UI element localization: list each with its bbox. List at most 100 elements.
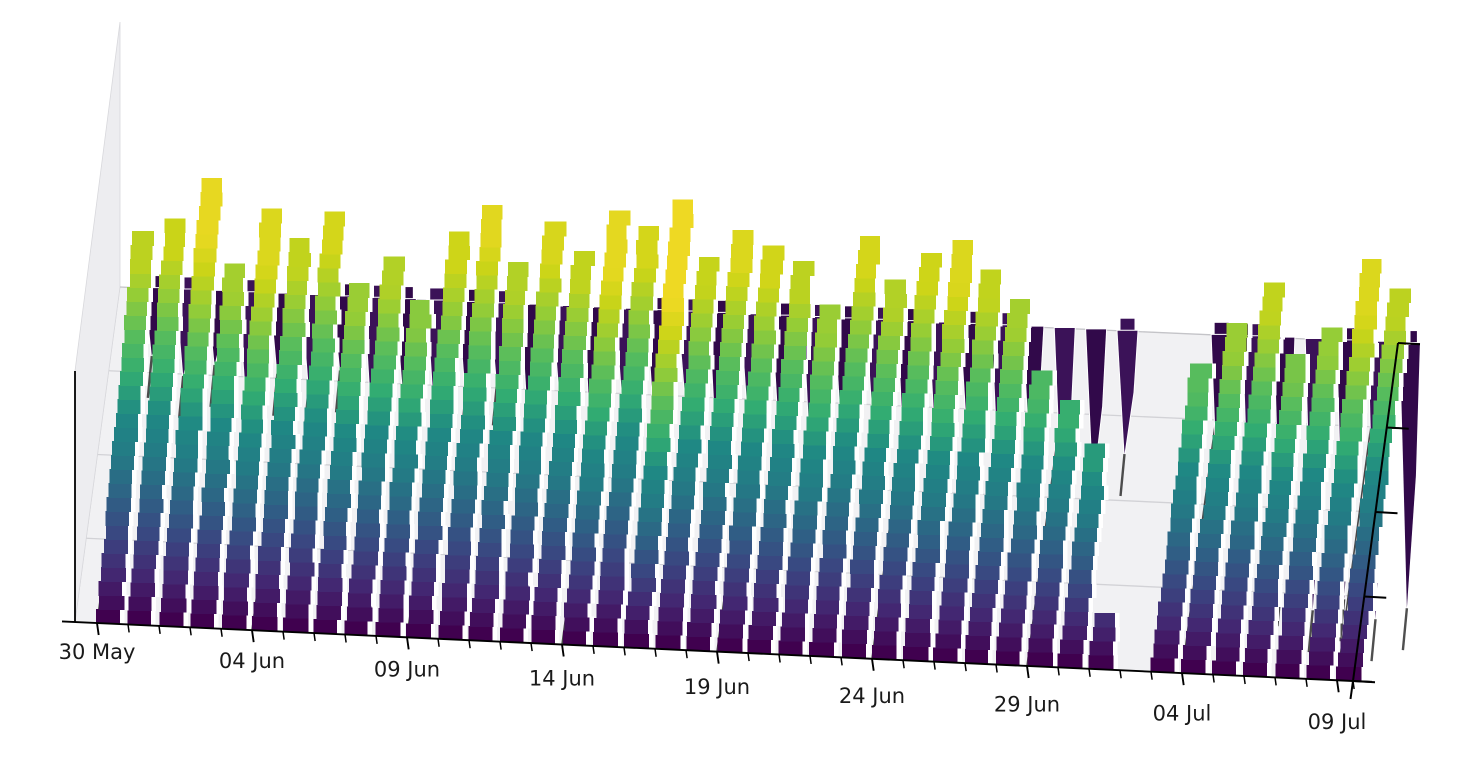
column-block (330, 451, 353, 466)
column-right-gap (726, 496, 732, 511)
column-block (1243, 662, 1268, 677)
column-right-gap (188, 555, 194, 571)
column-right-gap (537, 487, 542, 503)
column-block (723, 595, 748, 611)
column-block (698, 538, 722, 553)
column-right-gap (211, 289, 217, 305)
column-block (373, 354, 396, 370)
column-block (259, 222, 281, 238)
column-block (760, 259, 783, 275)
column-right-gap (144, 357, 149, 372)
column-block (196, 219, 219, 235)
column-right-gap (621, 294, 626, 310)
column-right-gap (1335, 636, 1340, 652)
column-right-gap (302, 336, 307, 351)
column-block (868, 419, 890, 435)
column-right-gap (351, 493, 356, 508)
column-right-gap (490, 344, 496, 360)
column-block (396, 425, 418, 441)
column-right-gap (1333, 650, 1339, 666)
column-block (241, 418, 264, 434)
column-right-gap (239, 347, 244, 363)
column-right-gap (1246, 337, 1252, 352)
column-right-gap (390, 410, 395, 426)
column-right-gap (783, 541, 788, 556)
column-right-gap (802, 373, 807, 388)
column-block (563, 335, 587, 350)
column-right-gap (657, 239, 662, 255)
column-right-gap (1363, 652, 1368, 668)
column-right-gap (778, 597, 784, 612)
column-block (471, 302, 494, 318)
column-right-gap (317, 505, 323, 521)
column-right-gap (875, 545, 880, 561)
column-right-gap (386, 438, 392, 454)
column-right-gap (404, 579, 410, 595)
column-right-gap (1362, 412, 1368, 428)
column-block (1064, 611, 1088, 627)
column-right-gap (202, 415, 207, 431)
column-right-gap (512, 430, 517, 445)
column-right-gap (1103, 457, 1108, 473)
column-right-gap (293, 420, 298, 435)
column-block (1218, 393, 1240, 408)
column-right-gap (792, 457, 797, 472)
column-right-gap (365, 311, 370, 326)
shadow-bar (1116, 329, 1139, 455)
column-block (251, 306, 273, 322)
column-block (233, 488, 258, 504)
column-right-gap (599, 504, 604, 520)
column-block (1389, 288, 1412, 304)
column-right-gap (497, 260, 503, 276)
column-right-gap (1091, 569, 1096, 585)
column-right-gap (397, 340, 403, 356)
column-right-gap (780, 273, 785, 289)
column-right-gap (1113, 654, 1118, 670)
column-right-gap (600, 490, 606, 506)
column-right-gap (1240, 379, 1245, 394)
column-block (1262, 296, 1283, 312)
column-right-gap (565, 545, 570, 560)
column-right-gap (1225, 505, 1230, 520)
column-block (617, 421, 640, 437)
column-block (226, 558, 251, 574)
column-right-gap (1247, 323, 1253, 338)
column-right-gap (351, 465, 357, 480)
column-block (149, 386, 172, 402)
column-right-gap (550, 375, 555, 391)
column-block (241, 404, 263, 420)
column-block (789, 289, 810, 304)
column-block (1177, 461, 1199, 477)
column-right-gap (159, 526, 164, 542)
column-block (778, 387, 800, 402)
column-block (883, 546, 908, 562)
column-right-gap (308, 617, 313, 633)
column-right-gap (523, 304, 529, 319)
column-right-gap (477, 470, 482, 486)
column-block (1278, 635, 1304, 651)
column-right-gap (1366, 384, 1372, 400)
column-right-gap (409, 509, 415, 525)
column-block (419, 497, 444, 513)
column-right-gap (268, 334, 274, 350)
column-block (903, 646, 929, 661)
column-block (1254, 578, 1278, 593)
column-block (748, 625, 773, 640)
column-block (193, 247, 217, 263)
column-right-gap (1082, 653, 1087, 669)
column-block (871, 644, 897, 660)
column-block (389, 495, 412, 511)
column-block (418, 511, 441, 527)
column-right-gap (837, 332, 842, 348)
column-right-gap (1062, 553, 1068, 569)
column-block (1040, 539, 1064, 555)
column-right-gap (664, 493, 669, 509)
column-right-gap (681, 325, 687, 341)
column-block (753, 597, 779, 612)
column-block (746, 385, 769, 401)
column-block (1257, 564, 1280, 579)
column-block (790, 542, 814, 558)
column-right-gap (997, 311, 1003, 327)
column-right-gap (605, 434, 611, 450)
column-right-gap (343, 225, 348, 241)
